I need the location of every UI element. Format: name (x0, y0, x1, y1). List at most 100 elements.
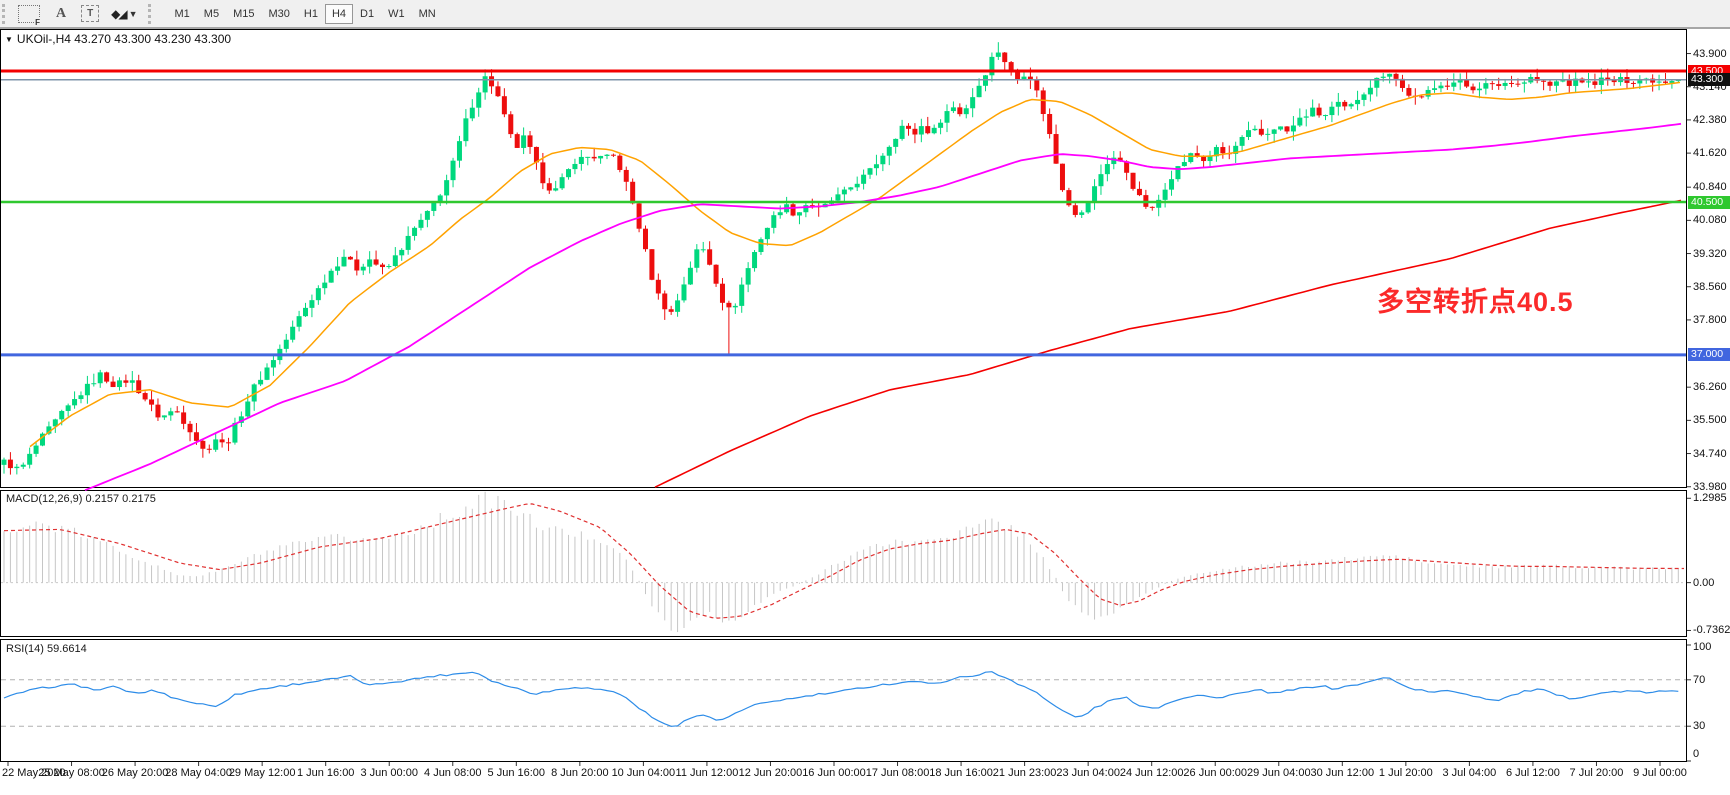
candle-body (764, 227, 770, 240)
time-axis-label: 28 May 04:00 (165, 767, 232, 779)
candle-body (399, 249, 405, 256)
candle-body (1502, 82, 1508, 86)
price-axis[interactable] (1687, 29, 1730, 762)
timeframe-m15-button[interactable]: M15 (226, 4, 261, 24)
time-axis[interactable] (0, 763, 1687, 795)
toolbar-grip-2[interactable] (147, 3, 156, 24)
price-axis-label: 41.620 (1693, 147, 1727, 160)
candle-body (553, 188, 559, 191)
candle-body (232, 422, 238, 443)
candle-body (187, 423, 193, 433)
candle-body (1310, 107, 1316, 117)
candle-body (219, 439, 225, 443)
candle-body (1573, 78, 1579, 86)
shapes-tool-icon[interactable]: ◆◢ ▼ (111, 7, 137, 21)
candle-body (78, 395, 84, 400)
candle-body (412, 227, 418, 236)
candle-body (578, 156, 584, 164)
timeframe-m5-button[interactable]: M5 (197, 4, 226, 24)
candle-body (1355, 99, 1361, 105)
timeframe-bar: M1 M5 M15 M30 H1 H4 D1 W1 MN (168, 3, 443, 24)
candle-body (610, 154, 616, 156)
candle-body (1348, 104, 1354, 107)
candle-body (501, 96, 507, 115)
timeframe-h1-button[interactable]: H1 (297, 4, 325, 24)
candle-body (1149, 206, 1155, 208)
candle-body (84, 383, 90, 396)
timeframe-w1-button[interactable]: W1 (381, 4, 412, 24)
candle-body (867, 168, 873, 175)
timeframe-h4-button[interactable]: H4 (324, 3, 354, 24)
candle-body (1496, 84, 1502, 86)
candle-body (328, 270, 334, 283)
price-axis-label: 43.900 (1693, 47, 1727, 60)
candle-body (33, 445, 39, 454)
candle-body (719, 283, 725, 303)
candle-body (880, 155, 886, 165)
candle-body (1220, 147, 1226, 154)
timeframe-m30-button[interactable]: M30 (261, 4, 296, 24)
candle-body (1015, 71, 1021, 80)
candle-body (809, 205, 815, 207)
candle-body (745, 268, 751, 285)
candle-body (662, 293, 668, 310)
time-axis-label: 23 Jun 04:00 (1056, 767, 1120, 779)
candle-body (1611, 79, 1617, 83)
candle-body (1169, 179, 1175, 190)
timeframe-d1-button[interactable]: D1 (353, 4, 381, 24)
candle-body (27, 453, 33, 465)
candle-body (1419, 96, 1425, 98)
candle-body (726, 302, 732, 308)
candle-body (893, 138, 899, 147)
timeframe-mn-button[interactable]: MN (412, 4, 443, 24)
candle-body (1367, 87, 1373, 95)
time-axis-label: 11 Jun 12:00 (675, 767, 739, 779)
candle-body (1380, 76, 1386, 78)
candle-body (681, 284, 687, 301)
candle-body (1566, 80, 1572, 86)
toolbar-grip[interactable] (2, 3, 10, 24)
price-axis-label: 33.980 (1693, 480, 1727, 493)
candle-body (617, 155, 623, 170)
candle-body (1438, 85, 1444, 89)
label-tool-icon[interactable]: A (56, 5, 67, 21)
candle-body (360, 266, 366, 271)
candle-body (771, 215, 777, 228)
grid-f-icon[interactable]: F (18, 4, 41, 27)
candle-body (335, 266, 341, 271)
candle-body (1598, 77, 1604, 85)
candle-body (226, 442, 232, 444)
dropdown-caret-icon[interactable]: ▼ (128, 8, 138, 19)
price-axis-label: 34.740 (1693, 447, 1727, 460)
candle-body (527, 135, 533, 147)
candle-body (918, 126, 924, 135)
candle-body (104, 372, 110, 382)
candle-body (347, 256, 353, 260)
price-axis-label: 36.260 (1693, 381, 1727, 394)
candle-body (1188, 153, 1194, 163)
candle-body (1399, 78, 1405, 88)
candle-body (1034, 79, 1040, 91)
candle-body (290, 326, 296, 340)
candle-body (315, 288, 321, 301)
candle-body (1079, 212, 1085, 215)
candle-body (796, 212, 802, 216)
symbol-dropdown-icon[interactable]: ▼ (5, 35, 13, 44)
candle-body (1053, 134, 1059, 164)
candle-body (687, 267, 693, 285)
candle-body (944, 111, 950, 123)
candle-body (623, 169, 629, 182)
rsi-axis-label: 100 (1693, 641, 1712, 653)
text-tool-icon[interactable]: T (81, 5, 100, 22)
candle-body (1, 459, 7, 465)
timeframe-m1-button[interactable]: M1 (168, 4, 197, 24)
candle-body (1207, 156, 1213, 162)
candle-body (1656, 81, 1662, 83)
candle-body (354, 259, 360, 271)
candle-body (1425, 89, 1431, 97)
candle-body (59, 410, 65, 420)
candle-body (65, 405, 71, 411)
candle-body (296, 316, 302, 327)
candle-body (873, 164, 879, 169)
